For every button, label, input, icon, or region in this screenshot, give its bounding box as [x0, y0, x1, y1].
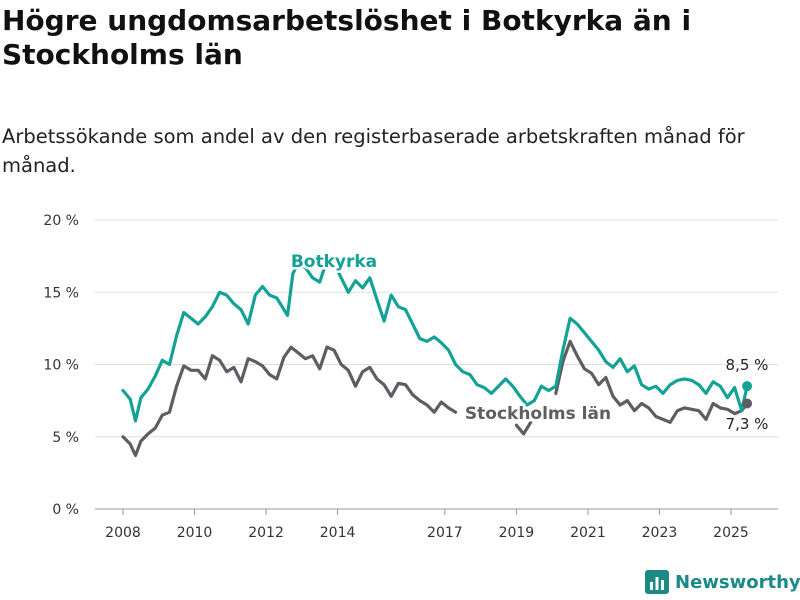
y-tick-label: 20 %: [43, 213, 79, 229]
x-tick-label: 2008: [105, 525, 141, 541]
chart-title: Högre ungdomsarbetslöshet i Botkyrka än …: [2, 4, 692, 71]
x-tick-label: 2023: [642, 525, 678, 541]
end-markers: [742, 381, 753, 409]
y-tick-label: 5 %: [52, 430, 79, 446]
brand-name: Newsworthy: [675, 571, 800, 593]
newsworthy-logo[interactable]: Newsworthy: [645, 570, 800, 594]
y-tick-label: 10 %: [43, 358, 79, 374]
series-label-botkyrka: Botkyrka: [291, 252, 377, 272]
y-tick-label: 15 %: [43, 285, 79, 301]
end-label-botkyrka: 8,5 %: [726, 356, 769, 374]
bar-chart-logo-icon: [645, 570, 669, 594]
y-tick-label: 0 %: [52, 502, 79, 518]
series-label-stockholm: Stockholms län: [465, 404, 611, 424]
x-tick-label: 2017: [427, 525, 463, 541]
x-axis-ticks: 2008 2010 2012 2014 2017 2019 2021 2023 2025: [105, 509, 749, 541]
series-lines: [121, 258, 749, 458]
x-tick-label: 2012: [248, 525, 284, 541]
end-point-marker: [742, 381, 753, 392]
end-label-stockholm: 7,3 %: [726, 415, 769, 433]
y-axis-ticks: 0 % 5 % 10 % 15 % 20 %: [43, 213, 79, 518]
chart-subtitle: Arbetssökande som andel av den registerb…: [2, 125, 745, 177]
x-tick-label: 2010: [177, 525, 213, 541]
x-tick-label: 2019: [499, 525, 535, 541]
series-line-stockholm: [121, 345, 458, 458]
series-line-stockholm: [514, 420, 533, 436]
end-point-marker: [742, 398, 753, 409]
series-line-botkyrka: [121, 258, 749, 423]
x-tick-label: 2014: [320, 525, 356, 541]
x-tick-label: 2021: [570, 525, 606, 541]
x-tick-label: 2025: [713, 525, 749, 541]
series-line-stockholm: [554, 339, 749, 424]
grid-lines: [95, 219, 778, 510]
